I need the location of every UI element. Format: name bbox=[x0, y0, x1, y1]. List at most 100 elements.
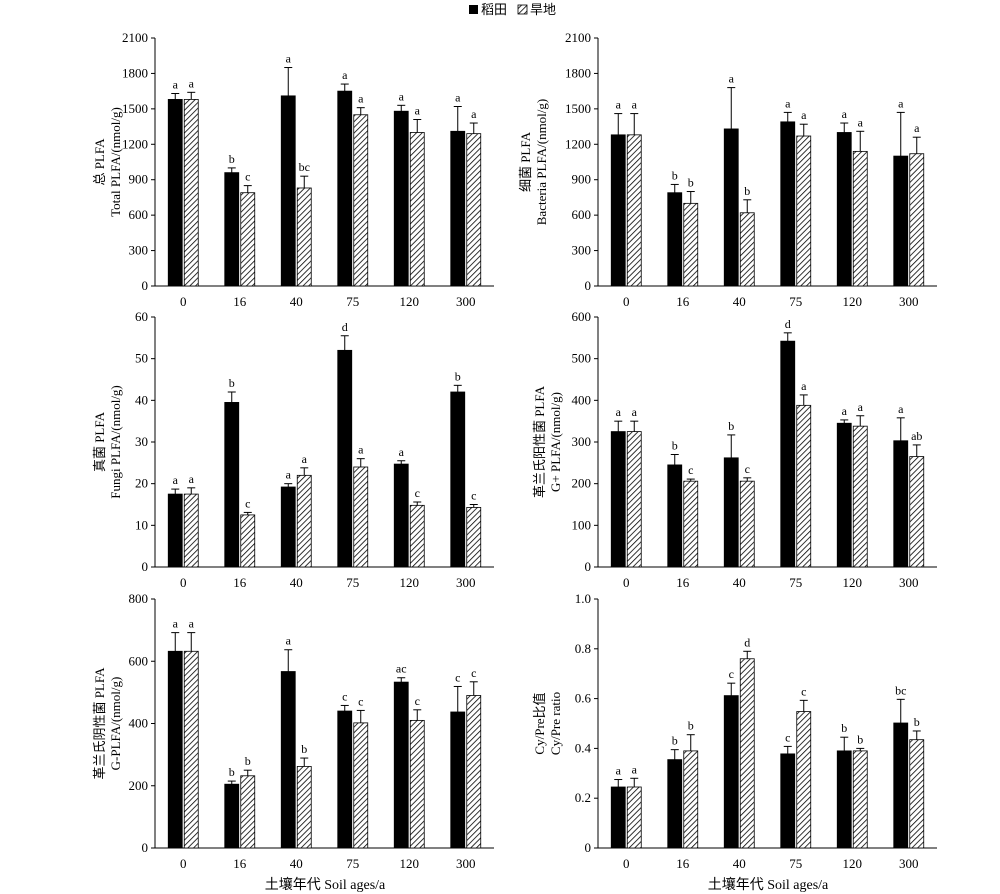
legend-swatch-upland bbox=[517, 4, 528, 15]
y-tick-label: 300 bbox=[572, 434, 592, 449]
bar-paddy bbox=[393, 110, 409, 287]
y-tick-label: 0 bbox=[585, 559, 592, 574]
bar-upland bbox=[739, 658, 755, 849]
legend-label-upland: 旱地 bbox=[530, 2, 556, 17]
bar-upland bbox=[240, 775, 256, 849]
significance-letter: c bbox=[415, 694, 420, 708]
x-tick-label: 16 bbox=[233, 294, 247, 309]
chart-panel-5: 0 200 400 600 800 革兰氏阴性菌 PLFA G-PLFA/(nmol/g) 0… bbox=[92, 591, 494, 871]
significance-letter: b bbox=[301, 742, 307, 756]
y-tick-label: 200 bbox=[572, 476, 592, 491]
bar-paddy bbox=[610, 134, 626, 287]
significance-letter: a bbox=[286, 52, 292, 66]
bar-upland bbox=[296, 187, 312, 287]
y-axis-title-cn: 革兰氏阳性菌 PLFA bbox=[532, 385, 547, 498]
x-tick-label: 300 bbox=[899, 294, 919, 309]
significance-letter: a bbox=[189, 472, 195, 486]
bar-paddy bbox=[723, 457, 739, 568]
significance-letter: b bbox=[672, 734, 678, 748]
bar-paddy bbox=[893, 155, 909, 287]
significance-letter: bc bbox=[895, 683, 906, 697]
y-axis-title-cn: 总 PLFA bbox=[92, 138, 107, 186]
bar-upland bbox=[296, 474, 312, 568]
significance-letter: a bbox=[173, 78, 179, 92]
bar-upland bbox=[409, 504, 425, 568]
y-axis-title-en: G-PLFA/(nmol/g) bbox=[108, 677, 123, 771]
bar-upland bbox=[183, 493, 199, 568]
y-tick-label: 40 bbox=[135, 392, 148, 407]
x-tick-label: 16 bbox=[676, 575, 690, 590]
significance-letter: c bbox=[455, 670, 460, 684]
significance-letter: a bbox=[415, 103, 421, 117]
legend: 稻田 旱地 bbox=[469, 2, 556, 17]
y-tick-label: 800 bbox=[129, 591, 149, 606]
y-tick-label: 900 bbox=[572, 172, 592, 187]
significance-letter: c bbox=[471, 666, 476, 680]
y-tick-label: 2100 bbox=[122, 30, 148, 45]
y-tick-label: 100 bbox=[572, 517, 592, 532]
bar-upland bbox=[739, 480, 755, 568]
legend-label-paddy: 稻田 bbox=[481, 2, 507, 17]
y-tick-label: 600 bbox=[572, 309, 592, 324]
y-tick-label: 1800 bbox=[565, 65, 591, 80]
y-axis-title-en: Total PLFA/(nmol/g) bbox=[108, 107, 123, 217]
bar-upland bbox=[183, 650, 199, 849]
significance-letter: b bbox=[229, 765, 235, 779]
significance-letter: a bbox=[189, 617, 195, 631]
significance-letter: a bbox=[399, 89, 405, 103]
significance-letter: b bbox=[688, 719, 694, 733]
significance-letter: a bbox=[632, 405, 638, 419]
x-tick-label: 120 bbox=[843, 856, 863, 871]
significance-letter: c bbox=[745, 462, 750, 476]
bar-upland bbox=[683, 480, 699, 568]
x-tick-label: 0 bbox=[623, 575, 630, 590]
significance-letter: c bbox=[342, 689, 347, 703]
y-tick-label: 60 bbox=[135, 309, 148, 324]
x-tick-label: 40 bbox=[733, 294, 746, 309]
bar-paddy bbox=[780, 121, 796, 287]
significance-letter: a bbox=[342, 68, 348, 82]
y-tick-label: 0 bbox=[142, 559, 149, 574]
significance-letter: ab bbox=[911, 429, 922, 443]
x-tick-label: 40 bbox=[290, 856, 303, 871]
y-tick-label: 600 bbox=[572, 207, 592, 222]
bar-paddy bbox=[167, 650, 183, 849]
bar-upland bbox=[683, 750, 699, 849]
x-tick-label: 75 bbox=[789, 856, 802, 871]
significance-letter: a bbox=[302, 452, 308, 466]
bar-upland bbox=[409, 132, 425, 287]
y-axis-title-en: G+ PLFA/(nmol/g) bbox=[548, 392, 563, 492]
x-tick-label: 120 bbox=[400, 575, 420, 590]
bar-upland bbox=[466, 133, 482, 287]
bar-paddy bbox=[780, 753, 796, 849]
y-tick-label: 1500 bbox=[565, 101, 591, 116]
x-tick-label: 40 bbox=[733, 856, 746, 871]
significance-letter: a bbox=[358, 92, 364, 106]
significance-letter: c bbox=[471, 489, 476, 503]
bar-paddy bbox=[610, 786, 626, 849]
y-tick-label: 300 bbox=[572, 243, 592, 258]
x-tick-label: 16 bbox=[233, 575, 247, 590]
significance-letter: a bbox=[399, 445, 405, 459]
significance-letter: a bbox=[914, 121, 920, 135]
bar-paddy bbox=[224, 402, 240, 568]
bar-paddy bbox=[836, 750, 852, 849]
significance-letter: b bbox=[841, 721, 847, 735]
x-tick-label: 75 bbox=[789, 575, 802, 590]
y-tick-label: 0.2 bbox=[575, 790, 591, 805]
significance-letter: b bbox=[229, 152, 235, 166]
y-tick-label: 2100 bbox=[565, 30, 591, 45]
bar-upland bbox=[466, 695, 482, 849]
bar-upland bbox=[409, 719, 425, 849]
significance-letter: a bbox=[616, 405, 622, 419]
x-axis-title-right: 土壤年代 Soil ages/a bbox=[708, 876, 829, 893]
x-tick-label: 300 bbox=[899, 856, 919, 871]
significance-letter: b bbox=[245, 754, 251, 768]
significance-letter: d bbox=[785, 317, 791, 331]
significance-letter: bc bbox=[299, 160, 310, 174]
bar-upland bbox=[796, 711, 812, 849]
significance-letter: a bbox=[632, 98, 638, 112]
y-axis-title-cn: 细菌 PLFA bbox=[518, 131, 533, 192]
